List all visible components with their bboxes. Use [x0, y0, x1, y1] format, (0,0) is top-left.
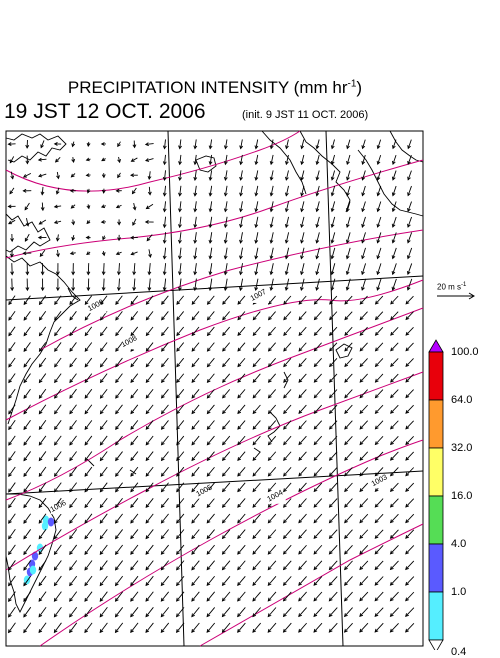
colorbar-over-arrow	[429, 340, 443, 352]
colorbar-segment	[429, 448, 443, 496]
colorbar-segment	[429, 544, 443, 592]
colorbar-segment	[429, 592, 443, 640]
precipitation-colorbar	[429, 340, 443, 650]
colorbar-under-arrow	[429, 640, 443, 650]
rain-cell	[30, 566, 36, 575]
rain-cell	[32, 552, 38, 561]
colorbar-level-label: 32.0	[451, 442, 472, 454]
colorbar-segment	[429, 352, 443, 400]
reference-vector-arrow	[437, 293, 474, 299]
colorbar-level-label: 100.0	[451, 346, 479, 358]
colorbar-level-label: 1.0	[451, 586, 466, 598]
reference-vector-label: 20 m s-1	[437, 282, 466, 292]
colorbar-level-label: 4.0	[451, 538, 466, 550]
rain-cell	[42, 522, 48, 531]
colorbar-level-label: 0.4	[451, 646, 466, 658]
colorbar-segment	[429, 400, 443, 448]
colorbar-level-label: 64.0	[451, 394, 472, 406]
colorbar-segment	[429, 496, 443, 544]
rain-cell	[24, 576, 30, 585]
rain-cell	[48, 518, 54, 527]
colorbar-level-label: 16.0	[451, 490, 472, 502]
